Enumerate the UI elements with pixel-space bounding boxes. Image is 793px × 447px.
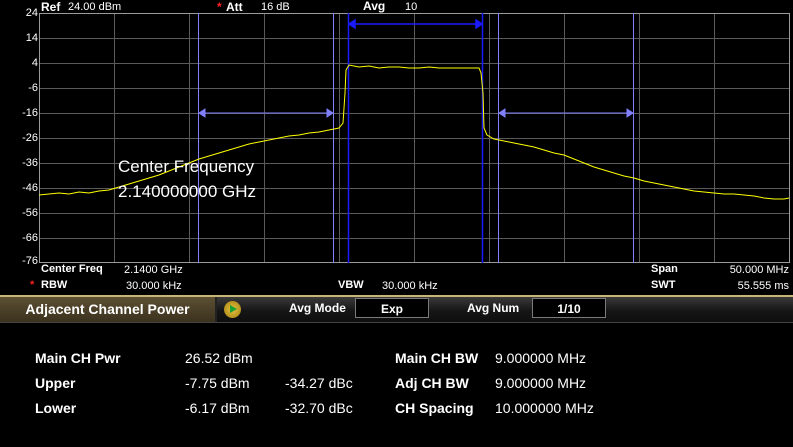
adj-ch-bw-value: 9.000000 MHz — [495, 375, 587, 391]
spectrum-plot[interactable]: Center Frequency 2.140000000 GHz — [39, 13, 790, 263]
rbw-value[interactable]: 30.000 kHz — [126, 280, 182, 292]
swt-value[interactable]: 55.555 ms — [737, 280, 789, 292]
span-value[interactable]: 50.000 MHz — [729, 264, 789, 276]
y-tick: -46 — [22, 182, 38, 194]
center-freq-value[interactable]: 2.1400 GHz — [124, 264, 183, 276]
acp-title[interactable]: Adjacent Channel Power — [0, 297, 217, 322]
center-frequency-annotation: Center Frequency 2.140000000 GHz — [118, 154, 256, 204]
vbw-label: VBW — [338, 279, 364, 291]
avg-label: Avg — [363, 0, 386, 13]
ref-label: Ref — [41, 0, 61, 14]
y-tick: -76 — [22, 255, 38, 267]
upper-dbc-value: -34.27 dBc — [285, 375, 353, 391]
att-label: Att — [226, 0, 243, 14]
y-tick: 14 — [25, 32, 38, 44]
att-value: 16 dB — [261, 1, 290, 13]
y-tick: -56 — [22, 207, 38, 219]
y-tick: -6 — [28, 82, 38, 94]
lower-dbm-value: -6.17 dBm — [185, 400, 250, 416]
avg-mode-field[interactable]: Exp — [355, 298, 429, 318]
avg-mode-label: Avg Mode — [289, 301, 346, 315]
lower-dbc-value: -32.70 dBc — [285, 400, 353, 416]
ref-value: 24.00 dBm — [68, 1, 122, 13]
avg-num-label: Avg Num — [467, 301, 520, 315]
avg-num-field[interactable]: 1/10 — [532, 298, 606, 318]
rbw-label: RBW — [41, 279, 68, 291]
y-tick: 24 — [25, 7, 38, 19]
adj-ch-bw-label: Adj CH BW — [395, 375, 469, 391]
upper-dbm-value: -7.75 dBm — [185, 375, 250, 391]
lower-label: Lower — [35, 400, 77, 416]
rbw-star-icon: * — [30, 279, 35, 291]
annotation-line1: Center Frequency — [118, 157, 255, 176]
main-ch-pwr-label: Main CH Pwr — [35, 350, 121, 366]
y-tick: -36 — [22, 157, 38, 169]
ch-spacing-label: CH Spacing — [395, 400, 474, 416]
main-ch-pwr-value: 26.52 dBm — [185, 350, 253, 366]
main-ch-bw-value: 9.000000 MHz — [495, 350, 587, 366]
main-channel-marker — [347, 13, 484, 263]
y-tick: -66 — [22, 232, 38, 244]
play-icon[interactable] — [224, 301, 241, 318]
att-star-icon: * — [217, 0, 222, 14]
y-tick: -16 — [22, 107, 38, 119]
upper-label: Upper — [35, 375, 76, 391]
span-label: Span — [651, 263, 678, 275]
acp-toolbar: Adjacent Channel Power Avg Mode Exp Avg … — [0, 295, 793, 323]
center-freq-label: Center Freq — [41, 263, 103, 275]
avg-value: 10 — [405, 1, 418, 13]
y-tick: -26 — [22, 132, 38, 144]
spectrum-trace — [39, 64, 790, 200]
swt-label: SWT — [651, 279, 676, 291]
lower-adjacent-channel-marker — [198, 13, 334, 263]
annotation-line2: 2.140000000 GHz — [118, 182, 256, 201]
vbw-value[interactable]: 30.000 kHz — [382, 280, 438, 292]
trace-svg — [39, 13, 790, 263]
ch-spacing-value: 10.000000 MHz — [495, 400, 594, 416]
main-ch-bw-label: Main CH BW — [395, 350, 479, 366]
y-tick: 4 — [31, 57, 38, 69]
upper-adjacent-channel-marker — [498, 13, 634, 263]
